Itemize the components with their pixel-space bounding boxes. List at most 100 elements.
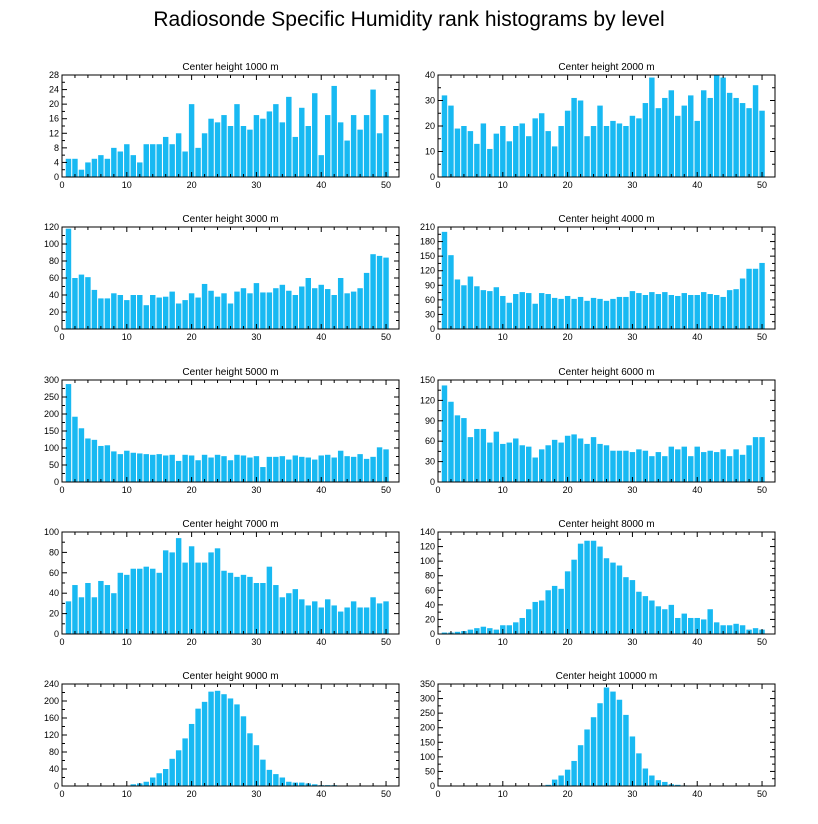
- histogram-bar: [286, 781, 292, 786]
- histogram-bar: [720, 77, 726, 177]
- histogram-bar: [98, 580, 104, 634]
- x-tick-label: 0: [59, 485, 64, 495]
- histogram-bar: [312, 93, 318, 177]
- y-tick-label: 250: [44, 392, 59, 402]
- histogram-bar: [253, 583, 260, 634]
- histogram-bar: [104, 445, 111, 482]
- y-tick-label: 120: [44, 730, 59, 740]
- histogram-bar: [169, 454, 175, 482]
- histogram-bar: [214, 296, 221, 329]
- histogram-bar: [532, 457, 538, 482]
- histogram-bar: [279, 122, 286, 177]
- y-tick-label: 350: [420, 679, 435, 689]
- y-tick-label: 0: [54, 477, 59, 487]
- histogram-bar: [363, 115, 370, 177]
- histogram-bar: [584, 729, 590, 786]
- y-tick-label: 16: [49, 114, 59, 124]
- histogram-bar: [448, 255, 454, 329]
- y-tick-label: 40: [49, 290, 59, 300]
- y-tick-label: 20: [425, 121, 435, 131]
- y-tick-label: 20: [49, 99, 59, 109]
- histogram-bar: [577, 296, 584, 329]
- histogram-bar: [195, 562, 201, 634]
- histogram-bar: [273, 288, 279, 329]
- y-tick-label: 120: [44, 222, 59, 232]
- histogram-bar: [201, 283, 208, 329]
- y-tick-label: 40: [425, 70, 435, 80]
- x-tick-label: 20: [563, 485, 573, 495]
- y-tick-label: 80: [49, 747, 59, 757]
- histogram-bar: [331, 85, 337, 177]
- histogram-bar: [513, 622, 519, 634]
- histogram-bar: [201, 454, 208, 482]
- histogram-bar: [253, 456, 260, 482]
- panel-title: Center height 1000 m: [182, 62, 278, 73]
- histogram-bar: [292, 136, 299, 177]
- y-tick-label: 140: [420, 527, 435, 537]
- histogram-bar: [299, 782, 305, 786]
- histogram-bar: [143, 144, 149, 177]
- histogram-bar: [616, 565, 623, 634]
- histogram-bar: [78, 428, 85, 482]
- histogram-bar: [111, 293, 117, 329]
- histogram-bar: [694, 120, 700, 177]
- y-tick-label: 40: [49, 588, 59, 598]
- histogram-bar: [506, 442, 513, 482]
- histogram-bar: [610, 691, 616, 786]
- histogram-bar: [688, 456, 694, 482]
- histogram-bar: [299, 286, 305, 329]
- histogram-bar: [72, 416, 78, 482]
- histogram-bar: [337, 278, 344, 329]
- histogram-bar: [253, 115, 260, 177]
- histogram-bar: [700, 292, 707, 329]
- histogram-bar: [72, 278, 78, 329]
- histogram-bar: [214, 690, 221, 786]
- panel-title: Center height 9000 m: [182, 671, 278, 682]
- x-tick-label: 50: [381, 789, 391, 799]
- histogram-bar: [668, 295, 675, 329]
- x-tick-label: 50: [757, 180, 767, 190]
- histogram-bar: [480, 626, 487, 634]
- histogram-bar: [538, 293, 545, 329]
- histogram-bar: [752, 85, 759, 177]
- x-tick-label: 50: [757, 637, 767, 647]
- histogram-bar: [260, 759, 266, 786]
- histogram-bar: [603, 126, 610, 177]
- histogram-bar: [201, 701, 208, 786]
- histogram-bar: [545, 445, 551, 482]
- histogram-bar: [286, 459, 292, 482]
- histogram-bar: [454, 631, 461, 634]
- histogram-bar: [649, 775, 655, 786]
- x-tick-label: 50: [381, 180, 391, 190]
- histogram-bar: [65, 601, 72, 634]
- histogram-panel: Center height 9000 m 0 10 20 30 40 50 0 40 80 120 1…: [44, 671, 400, 799]
- histogram-bar: [318, 455, 324, 482]
- histogram-bar: [150, 568, 156, 634]
- histogram-bar: [577, 438, 584, 482]
- histogram-bar: [117, 295, 124, 329]
- panel-title: Center height 2000 m: [558, 62, 654, 73]
- histogram-bar: [480, 290, 487, 329]
- histogram-bar: [318, 284, 324, 329]
- panel-title: Center height 7000 m: [182, 519, 278, 530]
- histogram-bar: [72, 585, 78, 634]
- histogram-bar: [324, 289, 331, 329]
- histogram-bar: [713, 452, 720, 482]
- histogram-bar: [733, 289, 739, 329]
- y-tick-label: 24: [49, 85, 59, 95]
- histogram-bar: [331, 605, 337, 634]
- histogram-bar: [461, 418, 467, 482]
- x-tick-label: 20: [563, 180, 573, 190]
- panel-title: Center height 10000 m: [556, 671, 658, 682]
- histogram-bar: [137, 295, 143, 329]
- histogram-bar: [739, 278, 746, 329]
- histogram-bar: [713, 295, 720, 329]
- x-tick-label: 10: [122, 180, 132, 190]
- x-tick-label: 10: [122, 485, 132, 495]
- histogram-bar: [461, 126, 467, 177]
- x-tick-label: 20: [187, 180, 197, 190]
- histogram-bar: [577, 543, 584, 634]
- histogram-bar: [292, 589, 299, 634]
- histogram-bar: [733, 97, 739, 177]
- histogram-bar: [182, 738, 188, 786]
